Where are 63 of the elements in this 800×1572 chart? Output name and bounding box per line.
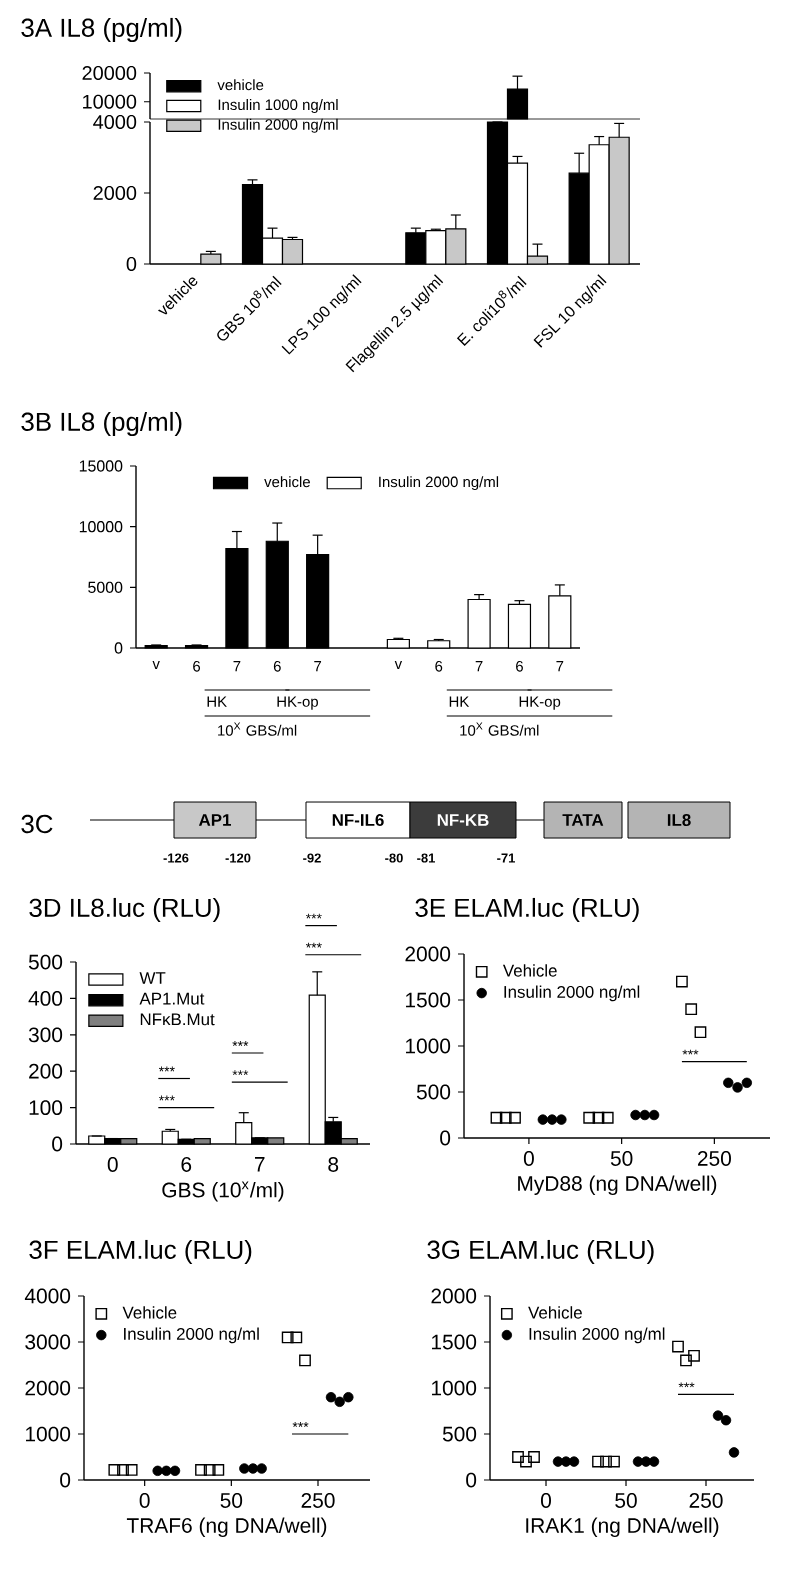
x-tick-label: 50 [220, 1493, 243, 1508]
x-tick-label: 50 [610, 1151, 633, 1166]
x-tick-label: 0 [541, 1493, 551, 1508]
chart-title: 3D IL8.luc (RLU) [29, 897, 220, 923]
legend-label: Insulin 2000 ng/ml [529, 1327, 665, 1344]
y-tick-label: 0 [60, 1472, 71, 1488]
legend-label: NFκB.Mut [140, 1013, 215, 1026]
y-tick-label: 500 [28, 954, 63, 970]
x-tick-label: 250 [697, 1151, 731, 1166]
y-tick-label: 10000 [83, 94, 137, 109]
legend-label: AP1.Mut [139, 992, 205, 1005]
category-label: IL8 [667, 814, 691, 826]
y-tick-label: 2000 [405, 946, 451, 962]
y-tick-label: 0 [52, 1136, 63, 1152]
x-tick-label: 250 [689, 1493, 723, 1508]
y-tick-label: 300 [28, 1027, 63, 1043]
legend-label: Vehicle [122, 1306, 177, 1319]
y-tick-label: 0 [126, 256, 137, 272]
legend-label: Vehicle [502, 964, 557, 977]
x-axis-title: TRAF6 (ng DNA/well) [126, 1517, 327, 1538]
chart-title: 3E ELAM.luc (RLU) [415, 897, 639, 923]
chart-title: 3A IL8 (pg/ml) [21, 17, 182, 43]
y-tick-label: 1000 [26, 1426, 71, 1442]
x-axis-title: GBS (10$^{x}$/ml) [162, 1181, 284, 1202]
x-tick-label: 250 [301, 1493, 335, 1508]
x-axis-title: MyD88 (ng DNA/well) [518, 1175, 717, 1196]
y-tick-label: 0 [466, 1472, 477, 1488]
y-tick-label: 2000 [431, 1288, 477, 1304]
x-tick-label: 0 [139, 1493, 150, 1508]
x-axis-title: IRAK1 (ng DNA/well) [526, 1517, 719, 1538]
x-tick-label: 7 [254, 1157, 265, 1172]
x-tick-label: 50 [615, 1493, 637, 1508]
y-tick-label: 1500 [406, 992, 451, 1008]
legend-label: Vehicle [528, 1306, 582, 1319]
y-tick-label: 500 [442, 1426, 477, 1442]
chart-title: 3B IL8 (pg/ml) [21, 411, 182, 437]
category-label: TATA [562, 814, 604, 826]
y-tick-label: 1000 [432, 1380, 477, 1396]
y-tick-label: 2000 [93, 185, 137, 201]
text: 3C [21, 814, 53, 834]
y-tick-label: 1000 [406, 1038, 451, 1054]
x-tick-label: 0 [523, 1151, 534, 1166]
legend-label: Insulin 2000 ng/ml [504, 985, 640, 1002]
chart-title: 3F ELAM.luc (RLU) [29, 1239, 252, 1265]
y-tick-label: 4000 [93, 114, 137, 130]
category-label: NF-IL6 [332, 814, 384, 826]
y-tick-label: 2000 [25, 1380, 71, 1396]
y-tick-label: 20000 [82, 65, 137, 81]
legend-label: Insulin 2000 ng/ml [124, 1327, 259, 1344]
y-tick-label: 1500 [432, 1334, 477, 1350]
y-tick-label: 100 [29, 1100, 63, 1116]
category-label: NF-KB [437, 814, 489, 826]
legend-label: WT [139, 972, 166, 984]
y-tick-label: 400 [28, 991, 63, 1006]
chart-title: 3G ELAM.luc (RLU) [427, 1239, 654, 1265]
x-tick-label: 8 [328, 1157, 339, 1172]
y-tick-label: 500 [416, 1084, 451, 1100]
y-tick-label: 0 [440, 1130, 451, 1146]
category-label: AP1 [198, 814, 231, 826]
y-tick-label: 3000 [25, 1334, 71, 1350]
x-tick-label: 6 [181, 1157, 192, 1172]
y-tick-label: 200 [29, 1063, 63, 1079]
y-tick-label: 4000 [24, 1288, 71, 1304]
